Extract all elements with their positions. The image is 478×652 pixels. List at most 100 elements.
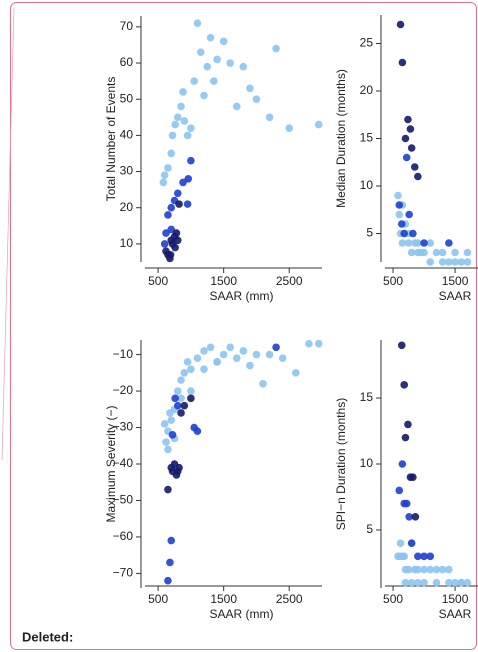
point [451,258,459,266]
point [173,236,182,245]
point [432,565,441,574]
plot-area [394,20,472,266]
point [173,189,182,198]
point [394,191,402,200]
point [164,445,172,454]
point [426,258,435,266]
point [173,401,182,410]
point [420,552,428,561]
point [239,62,248,71]
point [206,343,215,352]
point [187,365,195,373]
change-box [10,2,477,650]
y-tick-label: −60 [113,529,134,543]
point [167,536,176,545]
y-tick-label: −70 [113,566,134,580]
point [400,229,409,238]
point [219,350,228,359]
point [183,200,192,208]
point [265,113,274,122]
point [272,343,280,352]
y-tick-label: −30 [113,420,134,434]
point [173,113,182,122]
point [426,239,435,247]
plot-area [159,19,323,263]
point [213,358,221,366]
point [232,354,241,363]
point [187,394,195,403]
point [206,33,215,42]
point [457,258,466,266]
point [407,539,416,547]
y-tick-label: 10 [360,178,374,192]
point [414,578,422,587]
point [409,229,417,238]
y-tick-label: 15 [360,131,374,145]
point [193,427,202,435]
point [246,84,254,93]
y-tick-label: 50 [120,91,134,105]
plot-area [160,339,323,585]
change-marker [1,7,15,461]
point [226,59,235,67]
point [200,347,208,355]
point [160,420,169,428]
point [401,134,410,143]
point [420,565,428,574]
point [438,258,447,266]
point [196,48,205,56]
point [463,258,472,266]
point [432,248,441,257]
point [187,156,195,165]
point [291,369,300,377]
x-tick-label: 1500 [442,592,469,606]
y-tick-label: 20 [360,83,374,97]
point [409,473,417,481]
y-tick-label: −50 [113,493,134,507]
point [167,149,176,158]
point [463,248,472,257]
point [314,120,323,129]
point [305,339,313,348]
y-tick-label: 10 [360,456,374,470]
point [404,115,412,124]
point [265,350,274,359]
x-tick-label: 500 [148,592,168,606]
point [278,354,287,363]
x-tick-label: 500 [383,274,403,288]
point [175,200,183,208]
point [445,239,453,247]
y-axis-label: Maximum Severity (−) [104,405,118,522]
point [177,102,185,111]
point [239,347,248,355]
point [432,578,441,587]
point [172,229,181,237]
point [183,358,192,366]
point [404,239,413,247]
point [407,578,416,587]
point [175,463,183,472]
point [184,174,193,183]
point [411,512,420,521]
y-tick-label: 20 [120,200,134,214]
point [193,19,202,28]
point [168,431,177,439]
point [226,343,235,352]
point [396,539,405,547]
y-tick-label: 70 [120,19,134,33]
point [414,239,422,247]
x-tick-label: 500 [383,592,403,606]
point [397,220,406,228]
y-tick-label: 15 [360,390,374,404]
point [252,95,261,104]
x-tick-label: 2500 [276,274,303,288]
point [168,131,177,140]
x-axis-label: SAAR (mm) [210,607,274,621]
point [210,77,218,85]
point [407,248,416,257]
x-axis-label: SAAR (mm) [210,289,274,303]
plot-area [394,341,472,587]
y-axis-label: Median Duration (months) [334,69,348,208]
point [410,163,419,171]
